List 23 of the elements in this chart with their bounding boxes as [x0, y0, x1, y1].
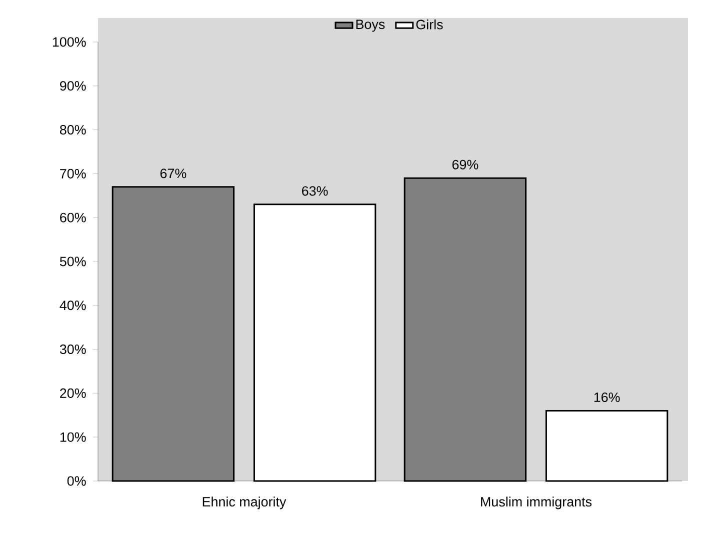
- data-label: 67%: [160, 168, 186, 178]
- y-tick-label: 100%: [52, 37, 86, 47]
- y-tick-label: 0%: [67, 476, 86, 486]
- data-label: 16%: [594, 392, 620, 402]
- y-tick-label: 20%: [60, 388, 86, 398]
- bar: [404, 177, 527, 482]
- bar: [112, 186, 235, 482]
- x-tick-label: Ehnic majority: [202, 496, 286, 510]
- x-tick-label: Muslim immigrants: [481, 496, 592, 510]
- legend-label: Girls: [416, 19, 443, 30]
- y-tick-label: 10%: [60, 432, 86, 442]
- bar: [545, 410, 668, 482]
- data-label: 69%: [452, 160, 478, 170]
- y-tick-label: 50%: [60, 256, 86, 266]
- y-tick-label: 30%: [60, 344, 86, 354]
- y-tick-label: 70%: [60, 168, 86, 178]
- y-tick-label: 80%: [60, 125, 86, 135]
- y-tick-label: 60%: [60, 212, 86, 222]
- legend-label: Boys: [356, 20, 385, 32]
- bar: [253, 204, 376, 482]
- y-tick-label: 90%: [60, 81, 86, 91]
- y-tick-label: 40%: [60, 300, 86, 310]
- data-label: 63%: [302, 186, 328, 196]
